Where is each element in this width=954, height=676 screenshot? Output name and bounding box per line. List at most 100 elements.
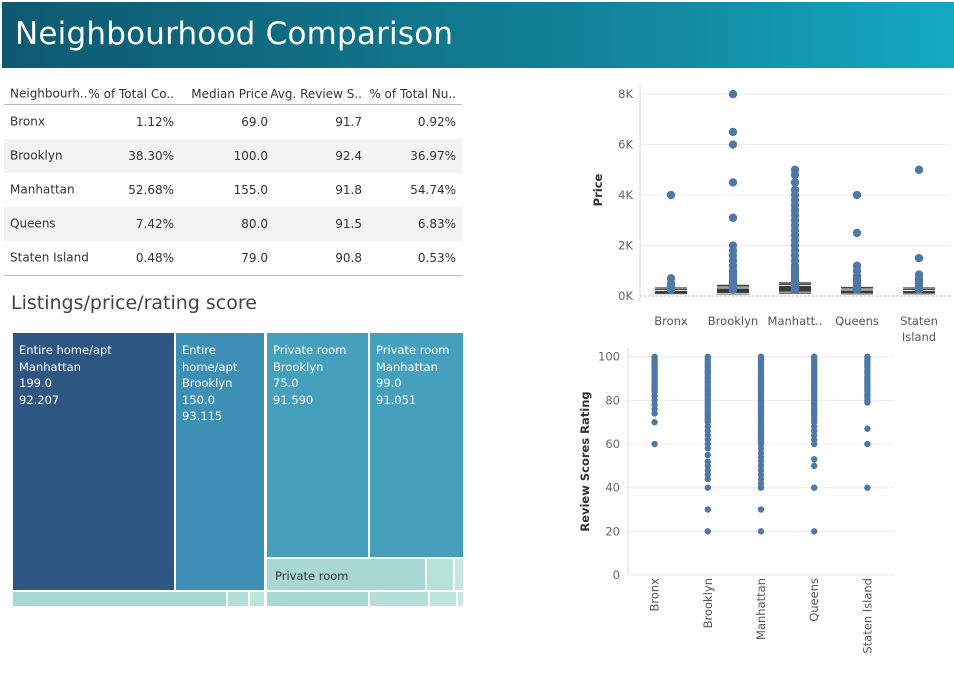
table-cell: 91.5	[335, 217, 362, 231]
treemap-cell[interactable]	[454, 558, 464, 591]
treemap-cell[interactable]	[12, 591, 227, 607]
treemap-cell-label: 199.0	[19, 376, 52, 390]
y-tick-label: 100	[598, 350, 620, 364]
table-cell: 54.74%	[410, 183, 456, 197]
outlier-point	[790, 285, 800, 294]
treemap-cell-label: home/apt	[182, 359, 238, 374]
treemap-cell[interactable]	[457, 591, 464, 607]
treemap-cell-label: Private room	[273, 343, 347, 357]
data-point	[757, 506, 765, 513]
y-tick-label: 0	[613, 568, 620, 582]
treemap-cell-label: Private room	[376, 343, 450, 357]
column-header: Neighbourh..	[10, 86, 88, 101]
table-cell: Staten Island	[10, 250, 89, 265]
table-cell: Brooklyn	[10, 148, 63, 163]
neighbourhood-table: Neighbourh..% of Total Co.. Median Price A…	[4, 82, 462, 276]
treemap-cell[interactable]	[227, 591, 249, 607]
y-tick-label: 2K	[618, 239, 633, 253]
outlier-point	[728, 140, 738, 149]
x-tick-label: Queens	[807, 578, 821, 622]
table-cell: 0.92%	[417, 115, 456, 129]
table-row: Bronx 1.12% 69.0 91.7 0.92%	[4, 105, 462, 139]
data-point	[864, 425, 871, 432]
table-cell: 100.0	[233, 149, 268, 163]
column-header: % of Total Nu..	[369, 87, 456, 101]
y-tick-label: 8K	[618, 87, 633, 101]
data-point	[811, 528, 818, 535]
treemap-cell[interactable]	[266, 591, 369, 607]
outlier-point	[852, 285, 862, 294]
column-header: Avg. Review S..	[270, 87, 362, 101]
data-point	[704, 475, 711, 483]
treemap-cell[interactable]: Private room	[266, 558, 426, 591]
outlier-point	[914, 285, 924, 294]
outlier-point	[852, 228, 862, 238]
y-tick-label: 20	[605, 524, 620, 538]
column-header: % of Total Co..	[88, 87, 174, 101]
data-point	[811, 462, 818, 470]
x-tick-label: Manhattan	[754, 578, 768, 640]
treemap-cell-label: Manhattan	[376, 359, 438, 374]
treemap-cell[interactable]	[369, 591, 429, 607]
table-cell: 0.48%	[135, 251, 174, 265]
data-point	[811, 484, 818, 491]
table-cell: 52.68%	[128, 183, 174, 197]
table-cell: 6.83%	[417, 217, 456, 231]
data-point	[811, 440, 818, 448]
table-cell: 91.8	[335, 183, 362, 197]
outlier-point	[728, 285, 738, 294]
table-cell: 91.7	[335, 115, 362, 129]
table-cell: 92.4	[335, 149, 362, 163]
y-tick-label: 80	[605, 393, 620, 407]
outlier-point	[790, 178, 800, 187]
data-point	[651, 410, 658, 417]
treemap-cell[interactable]: Entire home/apt Brooklyn 150.0 93.115	[175, 332, 265, 591]
treemap-cell[interactable]	[429, 591, 457, 607]
table-cell: 90.8	[335, 251, 362, 265]
treemap-cell-label: 99.0	[376, 376, 402, 390]
treemap-cell-label: Brooklyn	[182, 376, 233, 390]
outlier-point	[728, 89, 738, 99]
treemap-cell-label: Private room	[275, 569, 349, 583]
treemap-cell[interactable]: Entire home/apt Manhattan 199.0 92.207	[12, 332, 175, 591]
data-point	[704, 451, 711, 459]
treemap-title: Listings/price/rating score	[11, 292, 257, 314]
treemap-cell-label: 150.0	[182, 392, 215, 407]
data-point	[757, 484, 765, 491]
table-cell: 7.42%	[135, 217, 174, 231]
table-cell: 69.0	[241, 115, 268, 129]
table-cell: 0.53%	[417, 251, 456, 265]
outlier-point	[728, 213, 738, 222]
dashboard-title: Neighbourhood Comparison	[15, 16, 454, 52]
column-header: Median Price	[191, 87, 268, 101]
data-point	[864, 440, 871, 448]
treemap-cell-label: Brooklyn	[273, 359, 324, 374]
table-row: Staten Island 0.48% 79.0 90.8 0.53%	[4, 241, 462, 276]
table-cell: Manhattan	[10, 182, 75, 197]
table-cell: 155.0	[233, 183, 268, 197]
treemap-cell[interactable]: Private room Brooklyn 75.0 91.590	[266, 332, 369, 558]
data-point	[651, 440, 658, 448]
treemap-cell[interactable]	[249, 591, 265, 607]
data-point	[864, 399, 871, 406]
data-point	[757, 528, 765, 535]
x-tick-label: Bronx	[648, 578, 662, 612]
x-tick-label: Staten Island	[900, 314, 938, 344]
table-cell: Bronx	[10, 114, 45, 129]
x-tick-label: Manhatt..	[768, 314, 823, 328]
data-point	[704, 445, 711, 452]
treemap-cell-label: Entire	[182, 343, 216, 357]
treemap-cell-label: 92.207	[19, 392, 60, 407]
treemap-cell[interactable]	[426, 558, 454, 591]
treemap-cell-label: 93.115	[182, 409, 223, 423]
table-cell: 38.30%	[128, 149, 174, 163]
table-cell: 1.12%	[135, 115, 174, 129]
treemap-cell[interactable]: Private room Manhattan 99.0 91.051	[369, 332, 464, 558]
outlier-point	[728, 127, 738, 137]
x-tick-label: Staten Island	[860, 578, 874, 654]
outlier-point	[852, 190, 862, 200]
table-row: Brooklyn 38.30% 100.0 92.4 36.97%	[4, 139, 462, 173]
y-tick-label: 0K	[618, 289, 633, 303]
data-point	[704, 506, 711, 513]
dashboard-header: Neighbourhood Comparison	[2, 2, 954, 68]
